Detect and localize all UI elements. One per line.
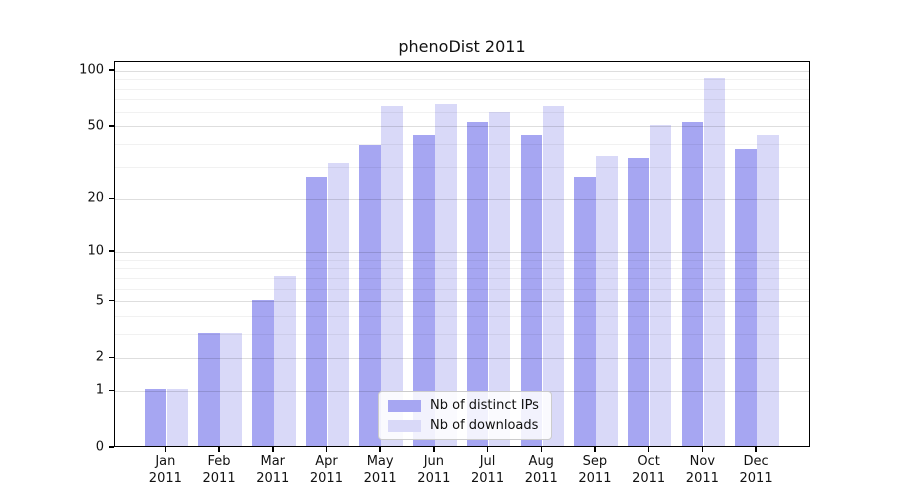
- bar-distinct-ips-jun: [413, 135, 435, 446]
- bar-distinct-ips-jul: [466, 121, 489, 446]
- bar-downloads-apr: [327, 163, 350, 446]
- y-tick-label-20: 20: [87, 190, 104, 206]
- y-tick-label-1: 1: [95, 382, 104, 398]
- x-tick-mark-oct: [647, 447, 650, 452]
- y-tick-label-5: 5: [95, 293, 104, 309]
- bar-downloads-feb: [220, 332, 242, 446]
- x-tick-label-jul: Jul 2011: [471, 454, 505, 486]
- bar-downloads-aug: [542, 106, 564, 446]
- chart-title: phenoDist 2011: [398, 37, 526, 56]
- bar-downloads-sep: [596, 155, 618, 446]
- minor-gridline-7: [115, 277, 809, 279]
- legend-swatch-distinct-ips: [388, 399, 421, 412]
- x-tick-mark-may: [379, 447, 381, 452]
- minor-gridline-80: [115, 88, 809, 90]
- x-tick-mark-apr: [325, 447, 328, 452]
- bar-distinct-ips-mar: [252, 299, 274, 446]
- x-tick-label-may: May 2011: [363, 454, 397, 486]
- y-tick-label-10: 10: [87, 243, 104, 259]
- legend-item-downloads: Nb of downloads: [388, 418, 539, 433]
- y-tick-mark-20: [108, 197, 114, 200]
- x-tick-label-sep: Sep 2011: [578, 454, 612, 486]
- x-tick-mark-feb: [218, 447, 220, 452]
- bar-distinct-ips-sep: [574, 176, 596, 446]
- major-gridline-10: [115, 251, 809, 253]
- minor-gridline-70: [115, 99, 809, 101]
- y-tick-label-2: 2: [95, 349, 104, 365]
- bar-distinct-ips-oct: [627, 158, 650, 446]
- major-gridline-100: [115, 70, 809, 72]
- y-tick-label-0: 0: [95, 439, 104, 455]
- bar-distinct-ips-feb: [198, 332, 220, 446]
- minor-gridline-30: [115, 167, 809, 169]
- x-tick-label-dec: Dec 2011: [739, 454, 773, 486]
- minor-gridline-6: [115, 288, 809, 290]
- x-tick-mark-jun: [433, 447, 435, 452]
- minor-gridline-3: [115, 334, 809, 336]
- x-tick-label-nov: Nov 2011: [685, 454, 719, 486]
- minor-gridline-90: [115, 79, 809, 81]
- bar-distinct-ips-may: [359, 144, 381, 446]
- x-tick-label-oct: Oct 2011: [632, 454, 666, 486]
- x-tick-mark-dec: [755, 447, 757, 452]
- bar-distinct-ips-dec: [735, 149, 757, 446]
- x-tick-mark-aug: [540, 447, 542, 452]
- legend-label-downloads: Nb of downloads: [430, 418, 539, 433]
- bar-downloads-nov: [703, 77, 726, 446]
- plot-area: Nb of distinct IPs Nb of downloads: [114, 61, 810, 447]
- y-tick-mark-10: [108, 250, 114, 252]
- bar-downloads-oct: [649, 124, 672, 446]
- bar-distinct-ips-apr: [305, 176, 328, 446]
- x-tick-mark-nov: [701, 447, 704, 452]
- x-tick-label-apr: Apr 2011: [309, 454, 343, 486]
- x-tick-mark-mar: [272, 447, 274, 452]
- y-tick-label-50: 50: [87, 118, 104, 134]
- y-tick-mark-0: [108, 446, 114, 448]
- x-tick-label-jan: Jan 2011: [148, 454, 182, 486]
- bar-distinct-ips-jan: [144, 389, 167, 446]
- major-gridline-5: [115, 301, 809, 303]
- major-gridline-50: [115, 126, 809, 128]
- bar-distinct-ips-nov: [681, 121, 704, 446]
- y-tick-mark-5: [108, 299, 114, 302]
- x-tick-label-feb: Feb 2011: [202, 454, 236, 486]
- major-gridline-20: [115, 198, 809, 200]
- y-tick-mark-50: [108, 125, 114, 127]
- minor-gridline-40: [115, 144, 809, 146]
- bar-downloads-jan: [166, 389, 189, 446]
- legend-swatch-downloads: [388, 419, 421, 432]
- minor-gridline-8: [115, 268, 809, 270]
- bar-downloads-may: [381, 106, 403, 446]
- x-tick-mark-jul: [486, 447, 489, 452]
- legend-item-distinct-ips: Nb of distinct IPs: [388, 398, 539, 413]
- legend-label-distinct-ips: Nb of distinct IPs: [430, 398, 539, 413]
- y-tick-mark-100: [108, 69, 114, 71]
- legend-box: Nb of distinct IPs Nb of downloads: [378, 391, 552, 440]
- x-tick-label-jun: Jun 2011: [417, 454, 451, 486]
- major-gridline-2: [115, 357, 809, 359]
- y-tick-mark-2: [108, 356, 114, 359]
- bar-downloads-jul: [488, 111, 511, 446]
- bar-downloads-jun: [435, 103, 457, 446]
- minor-gridline-60: [115, 111, 809, 113]
- minor-gridline-9: [115, 259, 809, 261]
- bar-downloads-dec: [757, 135, 779, 446]
- x-tick-label-mar: Mar 2011: [256, 454, 290, 486]
- y-tick-label-100: 100: [79, 62, 104, 78]
- bar-distinct-ips-aug: [520, 135, 542, 446]
- x-tick-mark-sep: [594, 447, 596, 452]
- y-tick-mark-1: [108, 389, 114, 392]
- x-tick-mark-jan: [164, 447, 167, 452]
- x-tick-label-aug: Aug 2011: [524, 454, 558, 486]
- bar-downloads-mar: [274, 276, 296, 446]
- minor-gridline-4: [115, 316, 809, 318]
